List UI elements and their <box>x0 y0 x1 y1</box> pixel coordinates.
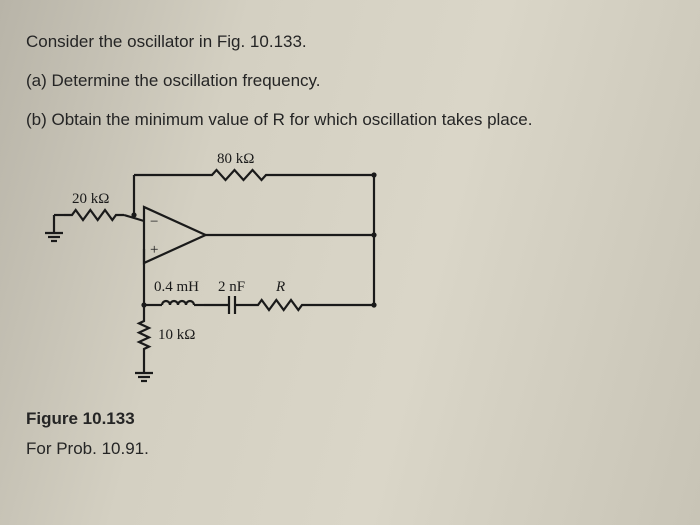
svg-text:+: + <box>150 242 158 258</box>
label-r-shunt: 10 kΩ <box>158 327 195 343</box>
figure-for: For Prob. 10.91. <box>26 439 674 459</box>
label-r-input: 20 kΩ <box>72 191 109 207</box>
problem-intro: Consider the oscillator in Fig. 10.133. <box>26 28 674 57</box>
svg-text:−: − <box>150 214 158 230</box>
label-r-feedback: 80 kΩ <box>217 151 254 167</box>
circuit-figure: − +20 kΩ 80 kΩ 0.4 mH 2 nF R 10 kΩ <box>34 145 434 405</box>
problem-part-a: (a) Determine the oscillation frequency. <box>26 67 674 96</box>
label-inductor: 0.4 mH <box>154 279 199 295</box>
label-capacitor: 2 nF <box>218 279 245 295</box>
problem-part-b: (b) Obtain the minimum value of R for wh… <box>26 106 674 135</box>
label-r-series: R <box>275 279 285 295</box>
figure-label: Figure 10.133 <box>26 409 674 429</box>
